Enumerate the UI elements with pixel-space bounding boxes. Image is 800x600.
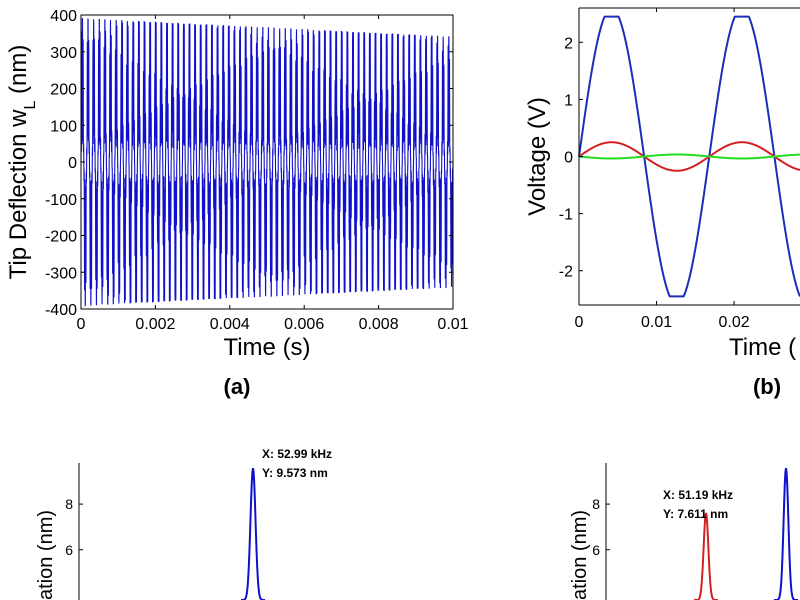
x-tick-label: 0 — [575, 314, 584, 331]
chart-b: 0 0.01 0.02 -2 -1 0 1 2 Time ( Voltage (V) (b) — [524, 7, 800, 399]
y-tick-label: 2 — [564, 35, 573, 52]
caption-a: (a) — [224, 374, 251, 399]
y-axis-label: ation (nm) — [569, 510, 591, 600]
x-tick-label: 0.002 — [135, 316, 175, 333]
y-tick-label: 6 — [65, 542, 73, 558]
y-axis-label-unit: (nm) — [5, 45, 32, 101]
y-tick-label: 0 — [564, 150, 573, 167]
x-axis-label: Time ( — [729, 334, 796, 361]
chart-a: 0 0.002 0.004 0.006 0.008 0.01 -400 -300 -200 -10… — [5, 8, 469, 399]
datatip-y: Y: 9.573 nm — [262, 466, 328, 480]
y-tick-label: 400 — [50, 8, 77, 25]
series-line-tip-deflection — [80, 18, 454, 308]
x-axis-label: Time (s) — [223, 334, 310, 361]
series-line-blue — [578, 15, 800, 298]
x-tick-label: 0 — [77, 316, 86, 333]
series-line-red — [578, 141, 800, 172]
series-line-green — [578, 153, 800, 160]
y-tick-label: 200 — [50, 82, 77, 99]
y-tick-label: -200 — [45, 229, 77, 246]
y-tick-label: 300 — [50, 45, 77, 62]
chart-c: 6 8 ation (nm) X: 52.99 kHz Y: 9.573 nm — [35, 447, 332, 600]
series-line-red-peak — [694, 512, 718, 600]
datatip-x: X: 52.99 kHz — [262, 447, 332, 461]
y-tick-label: 8 — [65, 496, 73, 512]
datatip-y: Y: 7.611 nm — [663, 507, 728, 521]
y-tick-label: 0 — [68, 155, 77, 172]
x-tick-label: 0.01 — [437, 316, 468, 333]
y-axis-label: Tip Deflection wL (nm) — [5, 45, 39, 280]
y-tick-label: 8 — [592, 496, 600, 512]
x-tick-label: 0.006 — [284, 316, 324, 333]
series-line-spectrum — [240, 468, 266, 600]
x-tick-label: 0.004 — [210, 316, 250, 333]
datatip-x: X: 51.19 kHz — [663, 488, 733, 502]
x-tick-label: 0.008 — [359, 316, 399, 333]
x-tick-label: 0.01 — [641, 314, 672, 331]
x-tick-label: 0.02 — [719, 314, 750, 331]
y-tick-label: 6 — [592, 542, 600, 558]
y-tick-label: -1 — [559, 207, 573, 224]
y-axis-label: Voltage (V) — [524, 97, 551, 216]
y-tick-label: -400 — [45, 302, 77, 319]
y-tick-label: -100 — [45, 192, 77, 209]
y-axis-label-main: Tip Deflection w — [5, 109, 32, 280]
caption-b: (b) — [753, 374, 781, 399]
y-axis-label: ation (nm) — [35, 510, 57, 600]
series-line-blue-peak — [774, 468, 798, 600]
y-tick-label: 1 — [564, 92, 573, 109]
y-axis-label-subscript: L — [22, 101, 39, 110]
y-tick-label: -2 — [559, 264, 573, 281]
y-tick-label: -300 — [45, 265, 77, 282]
y-tick-label: 100 — [50, 118, 77, 135]
